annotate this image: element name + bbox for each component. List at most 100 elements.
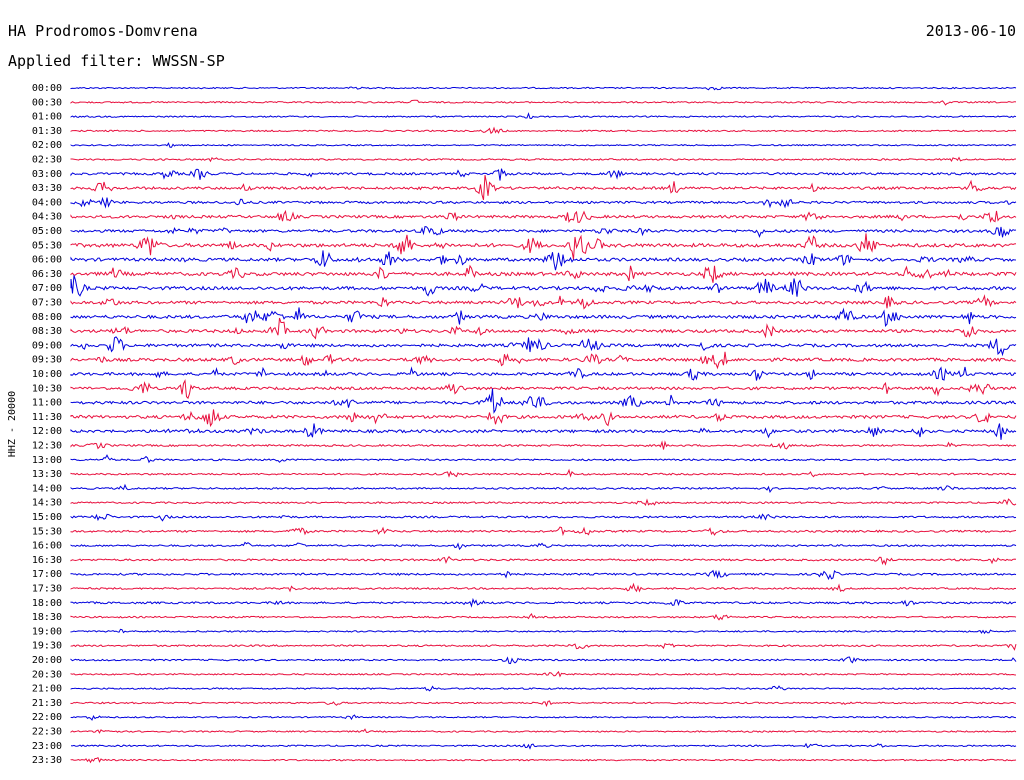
row-time-label: 01:00 xyxy=(32,112,62,123)
row-time-label: 23:30 xyxy=(32,755,62,766)
trace-line xyxy=(70,642,1017,651)
trace-line xyxy=(70,409,1017,428)
row-time-label: 23:00 xyxy=(32,741,62,752)
trace-line xyxy=(70,388,1017,414)
row-time-label: 14:00 xyxy=(32,483,62,494)
row-time-label: 02:30 xyxy=(32,155,62,166)
trace-line xyxy=(70,233,1017,260)
trace-line xyxy=(70,226,1017,239)
trace-line xyxy=(70,351,1017,370)
trace-line xyxy=(70,756,1017,764)
trace-line xyxy=(70,728,1017,734)
trace-line xyxy=(70,175,1017,200)
trace-line xyxy=(70,541,1017,551)
trace-line xyxy=(70,264,1017,283)
row-time-label: 12:30 xyxy=(32,441,62,452)
row-time-label: 07:00 xyxy=(32,283,62,294)
trace-line xyxy=(70,513,1017,522)
row-time-label: 08:00 xyxy=(32,312,62,323)
row-time-label: 14:30 xyxy=(32,498,62,509)
row-time-label: 16:30 xyxy=(32,555,62,566)
row-time-label: 19:30 xyxy=(32,641,62,652)
trace-line xyxy=(70,156,1017,163)
trace-line xyxy=(70,555,1017,566)
trace-line xyxy=(70,86,1017,91)
date-label: 2013-06-10 xyxy=(926,22,1016,40)
row-time-label: 15:00 xyxy=(32,512,62,523)
trace-line xyxy=(70,742,1017,750)
row-time-label: 09:00 xyxy=(32,340,62,351)
trace-line xyxy=(70,317,1017,340)
row-time-label: 10:30 xyxy=(32,383,62,394)
trace-line xyxy=(70,569,1017,581)
row-time-label: 19:00 xyxy=(32,626,62,637)
trace-line xyxy=(70,700,1017,708)
row-time-label: 21:00 xyxy=(32,684,62,695)
row-time-label: 04:30 xyxy=(32,212,62,223)
trace-line xyxy=(70,714,1017,721)
row-time-label: 12:00 xyxy=(32,426,62,437)
row-time-label: 13:00 xyxy=(32,455,62,466)
row-time-label: 18:00 xyxy=(32,598,62,609)
trace-line xyxy=(70,168,1017,181)
trace-line xyxy=(70,440,1017,450)
filter-label: Applied filter: WWSSN-SP xyxy=(8,52,225,70)
trace-line xyxy=(70,628,1017,635)
trace-line xyxy=(70,336,1017,357)
trace-line xyxy=(70,294,1017,310)
trace-line xyxy=(70,379,1017,400)
station-title: HA Prodromos-Domvrena xyxy=(8,22,198,40)
trace-line xyxy=(70,423,1017,440)
trace-line xyxy=(70,99,1017,106)
row-time-label: 03:00 xyxy=(32,169,62,180)
y-axis-label: HHZ - 20000 xyxy=(7,391,18,457)
trace-line xyxy=(70,656,1017,665)
row-time-label: 17:30 xyxy=(32,584,62,595)
trace-line xyxy=(70,142,1016,148)
trace-rows: 00:00 00:30 01:00 01:30 02:00 02:30 03:00 03:30… xyxy=(32,83,1017,766)
row-time-label: 03:30 xyxy=(32,183,62,194)
trace-line xyxy=(70,366,1017,381)
trace-line xyxy=(70,307,1017,327)
row-time-label: 21:30 xyxy=(32,698,62,709)
row-time-label: 20:30 xyxy=(32,669,62,680)
row-time-label: 16:00 xyxy=(32,541,62,552)
trace-line xyxy=(70,196,1017,209)
row-time-label: 00:30 xyxy=(32,97,62,108)
row-time-label: 04:00 xyxy=(32,197,62,208)
row-time-label: 02:00 xyxy=(32,140,62,151)
row-time-label: 10:00 xyxy=(32,369,62,380)
trace-line xyxy=(70,126,1017,135)
trace-line xyxy=(70,526,1017,537)
trace-line xyxy=(70,483,1017,494)
trace-line xyxy=(70,582,1017,593)
trace-line xyxy=(70,250,1017,271)
trace-line xyxy=(70,454,1017,464)
trace-line xyxy=(70,498,1017,507)
trace-line xyxy=(70,670,1017,678)
row-time-label: 01:30 xyxy=(32,126,62,137)
row-time-label: 11:30 xyxy=(32,412,62,423)
trace-line xyxy=(70,685,1017,692)
row-time-label: 07:30 xyxy=(32,298,62,309)
trace-line xyxy=(70,275,1017,297)
row-time-label: 22:00 xyxy=(32,712,62,723)
row-time-label: 09:30 xyxy=(32,355,62,366)
trace-line xyxy=(70,112,1017,120)
trace-line xyxy=(70,612,1017,621)
row-time-label: 17:00 xyxy=(32,569,62,580)
row-time-label: 00:00 xyxy=(32,83,62,94)
row-time-label: 20:00 xyxy=(32,655,62,666)
row-time-label: 13:30 xyxy=(32,469,62,480)
row-time-label: 06:00 xyxy=(32,255,62,266)
row-time-label: 15:30 xyxy=(32,526,62,537)
row-time-label: 11:00 xyxy=(32,398,62,409)
row-time-label: 06:30 xyxy=(32,269,62,280)
row-time-label: 08:30 xyxy=(32,326,62,337)
trace-line xyxy=(70,209,1017,224)
row-time-label: 05:00 xyxy=(32,226,62,237)
row-time-label: 05:30 xyxy=(32,240,62,251)
row-time-label: 18:30 xyxy=(32,612,62,623)
trace-line xyxy=(70,597,1017,608)
